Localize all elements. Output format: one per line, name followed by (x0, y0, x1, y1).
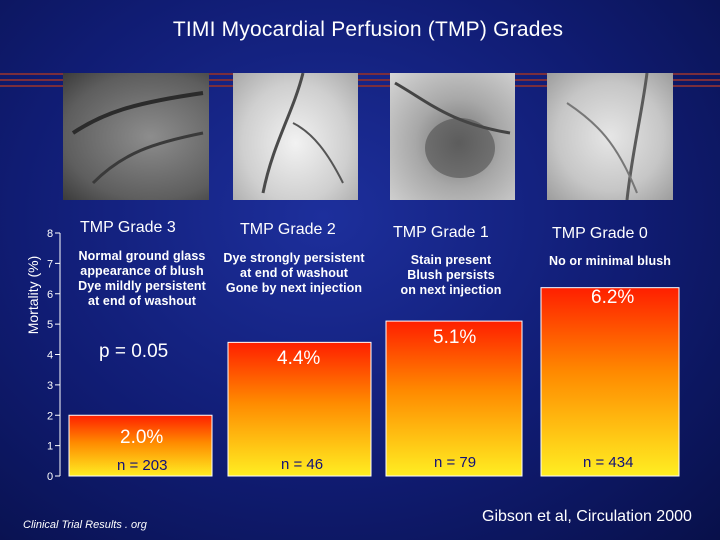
grade-2-description: Dye strongly persistent at end of washou… (214, 251, 374, 296)
angiogram-grade-0-image (547, 73, 673, 200)
description-line: appearance of blush (80, 264, 204, 278)
angiogram-grade-3-image (63, 73, 209, 200)
grade-1-label: TMP Grade 1 (393, 224, 489, 241)
grade-2-value-label: 4.4% (277, 348, 321, 369)
header-rule (0, 73, 720, 75)
description-line: Blush persists (407, 268, 495, 282)
grade-0-label: TMP Grade 0 (552, 225, 648, 242)
description-line: Stain present (410, 253, 492, 267)
grade-3-label: TMP Grade 3 (80, 219, 176, 236)
grade-0-value-label: 6.2% (591, 287, 635, 308)
citation: Gibson et al, Circulation 2000 (482, 508, 692, 525)
bar-tmp-grade-0 (540, 287, 680, 477)
description-line: on next injection (400, 283, 502, 297)
description-line: Dye mildly persistent (78, 279, 206, 293)
angiogram-grade-2-image (233, 73, 358, 200)
angiogram-grade-1-image (390, 73, 515, 200)
y-tick-label: 5 (47, 319, 53, 331)
description-line: at end of washout (240, 266, 348, 280)
y-tick-label: 1 (47, 441, 53, 453)
grade-0-description: No or minimal blush (536, 254, 684, 269)
source-website: Clinical Trial Results . org (23, 519, 147, 531)
y-tick-label: 0 (47, 471, 53, 483)
grade-0-n-label: n = 434 (583, 454, 634, 471)
y-tick-label: 6 (47, 289, 53, 301)
description-line: Dye strongly persistent (223, 251, 365, 265)
y-tick-label: 2 (47, 410, 53, 422)
description-line: No or minimal blush (548, 254, 672, 268)
grade-2-n-label: n = 46 (281, 456, 324, 473)
y-axis-label: Mortality (%) (25, 256, 41, 335)
bar-tmp-grade-3 (68, 414, 213, 477)
description-line: Normal ground glass (78, 249, 206, 263)
y-tick-label: 8 (47, 228, 53, 240)
p-value: p = 0.05 (99, 341, 169, 362)
y-tick-label: 3 (47, 380, 53, 392)
bar-tmp-grade-2 (227, 341, 372, 477)
description-line: at end of washout (88, 294, 196, 308)
grade-1-description: Stain present Blush persists on next inj… (388, 253, 514, 298)
grade-3-n-label: n = 203 (117, 457, 168, 474)
grade-3-value-label: 2.0% (120, 427, 164, 448)
slide-title: TIMI Myocardial Perfusion (TMP) Grades (172, 18, 564, 41)
header-rule (0, 85, 720, 87)
header-rule (0, 79, 720, 81)
y-tick-label: 4 (47, 350, 53, 362)
grade-2-label: TMP Grade 2 (240, 221, 336, 238)
y-tick-label: 7 (47, 258, 53, 270)
grade-3-description: Normal ground glass appearance of blush … (64, 249, 220, 309)
grade-1-n-label: n = 79 (434, 454, 477, 471)
description-line: Gone by next injection (225, 281, 363, 295)
grade-1-value-label: 5.1% (433, 327, 477, 348)
bar-tmp-grade-1 (385, 320, 523, 477)
